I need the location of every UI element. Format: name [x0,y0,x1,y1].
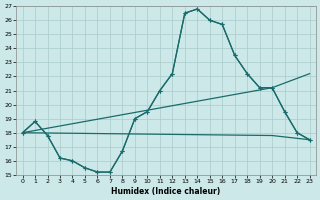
X-axis label: Humidex (Indice chaleur): Humidex (Indice chaleur) [111,187,221,196]
